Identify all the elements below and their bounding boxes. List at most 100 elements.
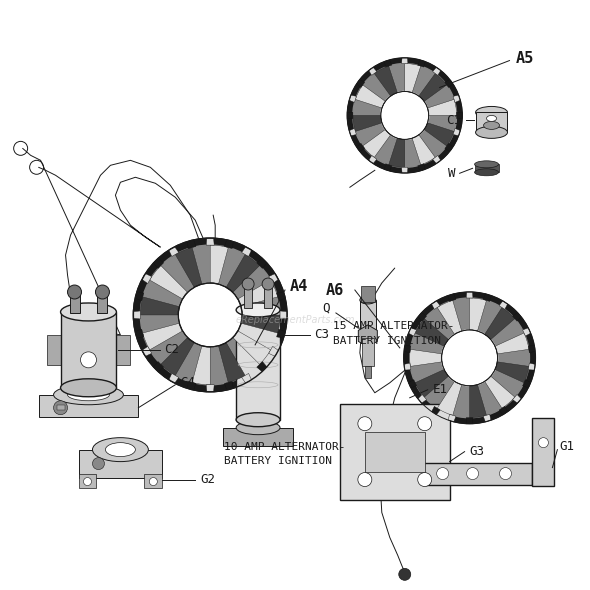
Bar [47, 335, 61, 365]
Ellipse shape [487, 116, 497, 122]
Circle shape [442, 330, 497, 386]
Wedge shape [389, 138, 405, 168]
Circle shape [54, 401, 67, 415]
Polygon shape [418, 164, 425, 171]
Bar [116, 335, 130, 365]
Circle shape [242, 278, 254, 290]
Text: A6: A6 [326, 283, 344, 297]
Ellipse shape [236, 413, 280, 427]
Circle shape [133, 238, 287, 392]
Text: A5: A5 [516, 51, 534, 66]
Bar [365, 366, 371, 378]
Circle shape [262, 278, 274, 290]
Text: Q: Q [322, 301, 330, 314]
Polygon shape [385, 164, 392, 171]
Wedge shape [437, 381, 462, 415]
Bar [361, 286, 375, 302]
Text: C3: C3 [314, 329, 329, 342]
Polygon shape [418, 60, 425, 67]
Polygon shape [357, 143, 365, 152]
Polygon shape [142, 274, 152, 283]
Polygon shape [408, 328, 417, 336]
Polygon shape [277, 329, 286, 338]
Circle shape [358, 417, 372, 431]
Wedge shape [353, 116, 382, 132]
Wedge shape [140, 297, 179, 315]
Bar [360, 300, 376, 338]
Polygon shape [268, 346, 278, 356]
Wedge shape [415, 369, 448, 397]
Polygon shape [348, 112, 353, 119]
Ellipse shape [474, 161, 499, 168]
Ellipse shape [61, 379, 116, 396]
Bar [340, 404, 450, 500]
Polygon shape [369, 156, 377, 163]
Text: G3: G3 [470, 445, 484, 458]
Polygon shape [513, 395, 521, 403]
Polygon shape [432, 407, 440, 415]
Circle shape [93, 458, 104, 470]
Wedge shape [409, 349, 442, 366]
Circle shape [178, 283, 242, 347]
Circle shape [80, 352, 97, 368]
Polygon shape [523, 328, 530, 336]
Wedge shape [355, 85, 385, 108]
Circle shape [500, 468, 512, 480]
Polygon shape [385, 60, 392, 67]
Polygon shape [432, 301, 440, 309]
Bar [422, 463, 532, 484]
Wedge shape [363, 129, 391, 158]
Polygon shape [358, 325, 378, 347]
Polygon shape [187, 381, 196, 390]
Wedge shape [226, 254, 260, 293]
Polygon shape [529, 346, 535, 353]
Wedge shape [428, 99, 457, 116]
Polygon shape [457, 112, 462, 119]
Bar [244, 288, 252, 308]
Ellipse shape [236, 421, 280, 435]
Circle shape [418, 417, 432, 431]
Wedge shape [143, 323, 182, 350]
Polygon shape [404, 346, 411, 353]
Wedge shape [419, 73, 447, 101]
Wedge shape [485, 307, 515, 340]
Bar [70, 295, 80, 313]
Circle shape [67, 285, 81, 299]
Bar [532, 418, 555, 486]
Circle shape [404, 292, 535, 424]
Polygon shape [224, 240, 234, 248]
Polygon shape [242, 247, 251, 257]
Polygon shape [448, 414, 456, 422]
Ellipse shape [61, 303, 116, 321]
Polygon shape [357, 80, 365, 87]
Circle shape [399, 568, 411, 581]
Ellipse shape [484, 122, 500, 129]
Polygon shape [349, 95, 356, 103]
Wedge shape [238, 280, 278, 307]
Bar [78, 474, 97, 487]
Polygon shape [169, 373, 179, 383]
Text: 15 AMP ALTERNATOR-
BATTERY IGNITION: 15 AMP ALTERNATOR- BATTERY IGNITION [333, 321, 455, 346]
Text: C1: C1 [447, 114, 461, 127]
Text: A4: A4 [290, 278, 308, 293]
Wedge shape [218, 343, 245, 382]
Circle shape [84, 477, 91, 486]
Circle shape [418, 473, 432, 487]
Wedge shape [412, 135, 435, 165]
Bar [145, 474, 162, 487]
Wedge shape [233, 331, 271, 365]
Polygon shape [513, 313, 521, 321]
Polygon shape [135, 329, 144, 338]
Circle shape [467, 468, 478, 480]
Ellipse shape [360, 296, 376, 304]
Polygon shape [448, 294, 456, 301]
Polygon shape [466, 418, 473, 424]
Polygon shape [432, 156, 441, 163]
Polygon shape [523, 379, 530, 388]
Wedge shape [374, 66, 397, 96]
Text: G4: G4 [181, 376, 195, 389]
Text: W: W [448, 167, 455, 180]
Ellipse shape [106, 442, 135, 457]
Circle shape [437, 468, 448, 480]
Polygon shape [453, 95, 460, 103]
